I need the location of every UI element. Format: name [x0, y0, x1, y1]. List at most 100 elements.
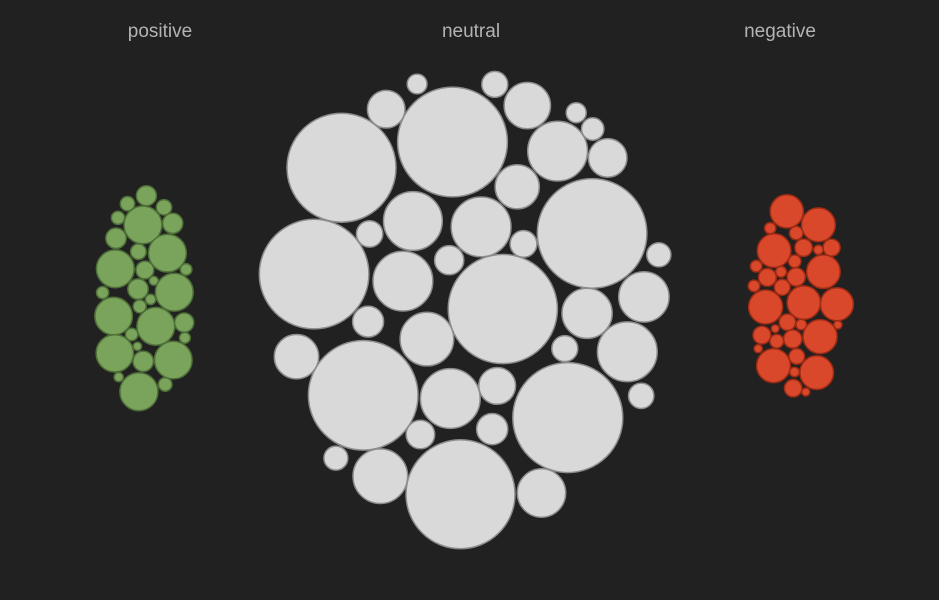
- positive-bubble[interactable]: [153, 340, 193, 380]
- neutral-bubble[interactable]: [494, 163, 541, 210]
- positive-bubble[interactable]: [95, 249, 135, 289]
- negative-bubble[interactable]: [788, 347, 806, 365]
- positive-bubble[interactable]: [123, 205, 163, 245]
- negative-bubble[interactable]: [795, 318, 808, 331]
- positive-bubble[interactable]: [147, 233, 188, 273]
- positive-bubble[interactable]: [135, 184, 158, 207]
- positive-bubble[interactable]: [129, 243, 147, 261]
- neutral-bubble[interactable]: [645, 241, 672, 268]
- neutral-bubble[interactable]: [351, 305, 385, 338]
- negative-bubble[interactable]: [799, 355, 835, 391]
- neutral-bubble[interactable]: [447, 253, 559, 365]
- negative-bubble[interactable]: [833, 319, 843, 330]
- negative-bubble[interactable]: [747, 289, 784, 325]
- negative-bubble[interactable]: [805, 254, 841, 290]
- positive-bubble[interactable]: [144, 293, 157, 306]
- negative-bubble[interactable]: [802, 318, 838, 355]
- neutral-bubble[interactable]: [580, 117, 605, 141]
- positive-bubble[interactable]: [161, 212, 184, 235]
- positive-bubble[interactable]: [94, 296, 134, 336]
- negative-bubble[interactable]: [755, 348, 792, 384]
- negative-bubble[interactable]: [773, 278, 791, 296]
- neutral-bubble[interactable]: [516, 468, 567, 518]
- positive-bubble[interactable]: [157, 376, 173, 392]
- positive-bubble[interactable]: [148, 275, 160, 287]
- neutral-bubble[interactable]: [587, 137, 628, 178]
- neutral-bubble[interactable]: [352, 448, 409, 505]
- neutral-bubble[interactable]: [565, 101, 587, 124]
- positive-bubble[interactable]: [178, 331, 192, 344]
- negative-bubble[interactable]: [753, 343, 764, 354]
- negative-bubble[interactable]: [822, 238, 841, 257]
- negative-bubble[interactable]: [774, 265, 788, 278]
- neutral-bubble[interactable]: [307, 339, 419, 451]
- neutral-bubble[interactable]: [481, 70, 509, 99]
- neutral-bubble[interactable]: [405, 438, 516, 550]
- positive-bubble[interactable]: [124, 327, 139, 342]
- neutral-bubble[interactable]: [273, 333, 320, 380]
- positive-bubble[interactable]: [132, 350, 155, 373]
- positive-bubble[interactable]: [132, 299, 147, 314]
- negative-bubble[interactable]: [756, 233, 792, 269]
- neutral-bubble[interactable]: [503, 81, 552, 130]
- negative-bubble[interactable]: [800, 207, 837, 243]
- neutral-bubble[interactable]: [399, 311, 455, 367]
- positive-bubble[interactable]: [132, 341, 143, 352]
- neutral-bubble[interactable]: [396, 86, 509, 198]
- negative-bubble[interactable]: [783, 378, 803, 398]
- neutral-bubble[interactable]: [526, 120, 589, 182]
- negative-bubble[interactable]: [770, 323, 780, 334]
- negative-bubble[interactable]: [747, 279, 761, 293]
- negative-bubble[interactable]: [819, 286, 855, 322]
- negative-bubble[interactable]: [752, 325, 772, 345]
- positive-bubble[interactable]: [127, 278, 149, 301]
- neutral-bubble[interactable]: [286, 112, 397, 223]
- neutral-bubble[interactable]: [512, 361, 624, 474]
- positive-bubble[interactable]: [155, 198, 173, 216]
- neutral-bubble[interactable]: [433, 244, 465, 276]
- positive-bubble[interactable]: [154, 272, 194, 312]
- negative-bubble[interactable]: [763, 221, 777, 235]
- negative-bubble[interactable]: [778, 313, 797, 332]
- neutral-bubble[interactable]: [366, 89, 406, 129]
- positive-bubble[interactable]: [119, 195, 136, 212]
- negative-bubble[interactable]: [749, 259, 763, 273]
- negative-bubble[interactable]: [787, 254, 802, 269]
- positive-bubble[interactable]: [136, 306, 176, 346]
- negative-bubble[interactable]: [801, 387, 811, 397]
- positive-bubble[interactable]: [110, 210, 126, 226]
- neutral-bubble[interactable]: [450, 196, 512, 258]
- neutral-bubble[interactable]: [551, 334, 579, 363]
- neutral-bubble[interactable]: [536, 177, 648, 289]
- positive-bubble[interactable]: [119, 371, 159, 412]
- neutral-bubble[interactable]: [617, 270, 670, 323]
- negative-bubble[interactable]: [812, 244, 824, 256]
- neutral-bubble[interactable]: [596, 321, 658, 383]
- negative-bubble[interactable]: [788, 225, 804, 241]
- neutral-bubble[interactable]: [258, 218, 370, 330]
- positive-bubble[interactable]: [95, 285, 110, 300]
- negative-bubble[interactable]: [794, 238, 814, 258]
- negative-bubble[interactable]: [769, 194, 805, 229]
- neutral-bubble[interactable]: [406, 73, 428, 95]
- neutral-bubble[interactable]: [372, 250, 434, 312]
- neutral-bubble[interactable]: [419, 367, 481, 430]
- negative-bubble[interactable]: [769, 333, 785, 349]
- neutral-bubble[interactable]: [382, 190, 444, 252]
- neutral-bubble[interactable]: [475, 412, 509, 446]
- neutral-bubble[interactable]: [627, 382, 655, 410]
- neutral-bubble[interactable]: [561, 287, 613, 340]
- positive-bubble[interactable]: [95, 333, 135, 373]
- negative-bubble[interactable]: [782, 329, 803, 349]
- neutral-bubble[interactable]: [323, 445, 349, 471]
- positive-bubble[interactable]: [173, 312, 195, 333]
- negative-bubble[interactable]: [786, 285, 822, 321]
- positive-bubble[interactable]: [105, 227, 127, 250]
- negative-bubble[interactable]: [757, 267, 778, 288]
- positive-bubble[interactable]: [179, 262, 193, 276]
- neutral-bubble[interactable]: [509, 229, 538, 259]
- neutral-bubble[interactable]: [355, 219, 384, 248]
- negative-bubble[interactable]: [788, 366, 801, 378]
- neutral-bubble[interactable]: [478, 366, 517, 406]
- positive-bubble[interactable]: [113, 371, 125, 383]
